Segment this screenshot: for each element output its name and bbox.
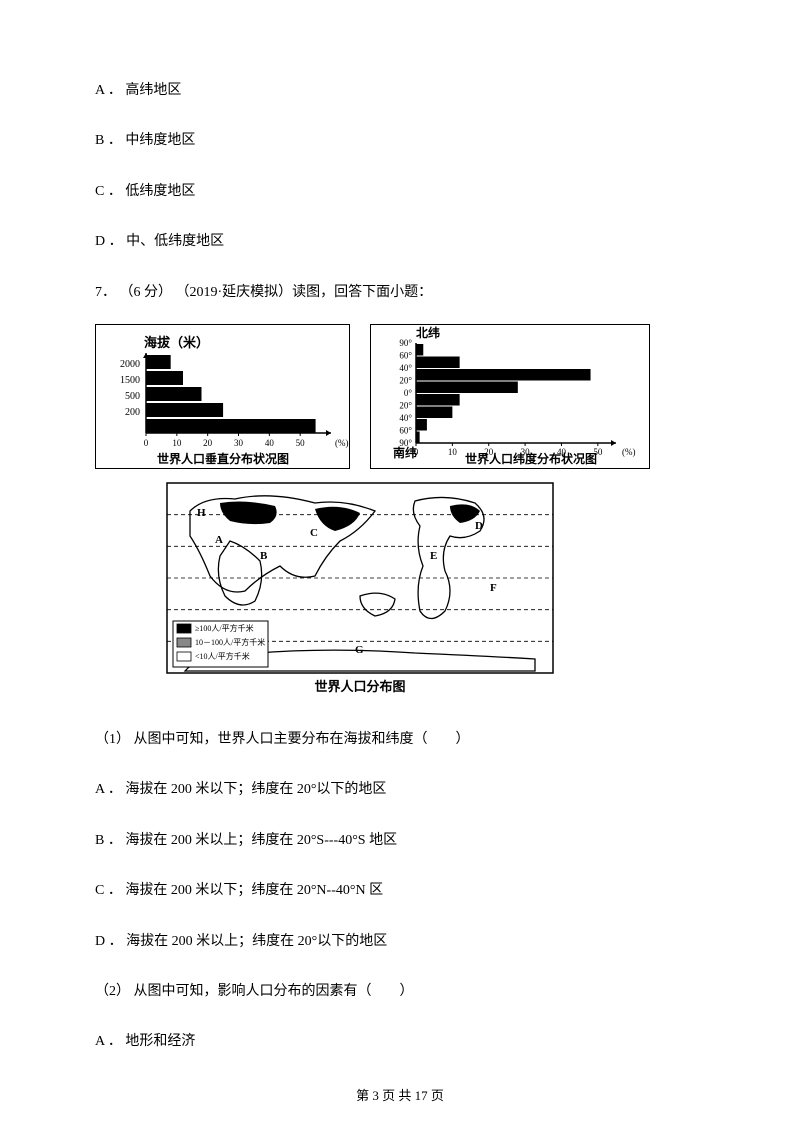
sub-question-1: （1） 从图中可知，世界人口主要分布在海拔和纬度（ ） bbox=[95, 729, 705, 751]
latitude-chart: 北纬90°60°40°20°0°20°40°60°90°01020304050(… bbox=[370, 324, 650, 469]
svg-text:(%): (%) bbox=[335, 438, 349, 448]
svg-text:10－100人/平方千米: 10－100人/平方千米 bbox=[195, 637, 265, 647]
svg-text:≥100人/平方千米: ≥100人/平方千米 bbox=[195, 623, 254, 633]
q1-option-b: B ． 海拔在 200 米以上；纬度在 20°S---40°S 地区 bbox=[95, 830, 705, 852]
svg-text:C: C bbox=[310, 527, 318, 539]
svg-text:200: 200 bbox=[125, 407, 140, 418]
svg-text:<10人/平方千米: <10人/平方千米 bbox=[195, 651, 250, 661]
sub-question-2: （2） 从图中可知，影响人口分布的因素有（ ） bbox=[95, 981, 705, 1003]
svg-text:B: B bbox=[260, 550, 268, 562]
svg-text:0°: 0° bbox=[404, 388, 413, 398]
charts-container: 海拔（米）2000150050020001020304050(%)世界人口垂直分… bbox=[95, 324, 705, 469]
elevation-chart: 海拔（米）2000150050020001020304050(%)世界人口垂直分… bbox=[95, 324, 350, 469]
q1-option-a: A ． 海拔在 200 米以下；纬度在 20°以下的地区 bbox=[95, 779, 705, 801]
svg-text:(%): (%) bbox=[622, 447, 636, 457]
q1-option-d: D ． 海拔在 200 米以上；纬度在 20°以下的地区 bbox=[95, 931, 705, 953]
svg-text:海拔（米）: 海拔（米） bbox=[144, 335, 209, 350]
svg-text:A: A bbox=[215, 534, 223, 546]
svg-text:2000: 2000 bbox=[120, 359, 140, 370]
svg-text:F: F bbox=[490, 582, 497, 594]
svg-text:G: G bbox=[355, 644, 364, 656]
option-a: A ． 高纬地区 bbox=[95, 80, 705, 102]
option-d: D ． 中、低纬度地区 bbox=[95, 231, 705, 253]
svg-text:20: 20 bbox=[203, 438, 213, 448]
world-map: A B C D E F G H ≥100人/平方千米 10－100人/平方千米 <10人/平方千米世… bbox=[165, 481, 555, 701]
svg-text:30: 30 bbox=[234, 438, 244, 448]
svg-text:世界人口纬度分布状况图: 世界人口纬度分布状况图 bbox=[465, 451, 597, 466]
svg-text:20°: 20° bbox=[399, 375, 412, 385]
svg-text:10: 10 bbox=[172, 438, 182, 448]
svg-text:世界人口分布图: 世界人口分布图 bbox=[314, 679, 405, 694]
svg-text:90°: 90° bbox=[399, 338, 412, 348]
svg-text:0: 0 bbox=[144, 438, 149, 448]
q2-option-a: A ． 地形和经济 bbox=[95, 1031, 705, 1053]
svg-text:世界人口垂直分布状况图: 世界人口垂直分布状况图 bbox=[157, 451, 289, 466]
option-c: C ． 低纬度地区 bbox=[95, 181, 705, 203]
page-footer: 第 3 页 共 17 页 bbox=[0, 1085, 800, 1104]
svg-text:E: E bbox=[430, 550, 437, 562]
option-b: B ． 中纬度地区 bbox=[95, 130, 705, 152]
svg-text:南纬: 南纬 bbox=[393, 445, 417, 460]
svg-text:10: 10 bbox=[448, 447, 458, 457]
svg-text:40°: 40° bbox=[399, 363, 412, 373]
svg-text:北纬: 北纬 bbox=[416, 325, 440, 340]
svg-text:500: 500 bbox=[125, 391, 140, 402]
svg-text:D: D bbox=[475, 520, 483, 532]
svg-text:40: 40 bbox=[265, 438, 275, 448]
q1-option-c: C ． 海拔在 200 米以下；纬度在 20°N--40°N 区 bbox=[95, 880, 705, 902]
svg-text:H: H bbox=[197, 507, 206, 519]
svg-text:60°: 60° bbox=[399, 350, 412, 360]
svg-text:1500: 1500 bbox=[120, 375, 140, 386]
question-7: 7． （6 分） （2019·延庆模拟）读图，回答下面小题： bbox=[95, 282, 705, 304]
svg-text:20°: 20° bbox=[399, 400, 412, 410]
svg-text:50: 50 bbox=[296, 438, 306, 448]
svg-text:60°: 60° bbox=[399, 425, 412, 435]
svg-text:40°: 40° bbox=[399, 413, 412, 423]
